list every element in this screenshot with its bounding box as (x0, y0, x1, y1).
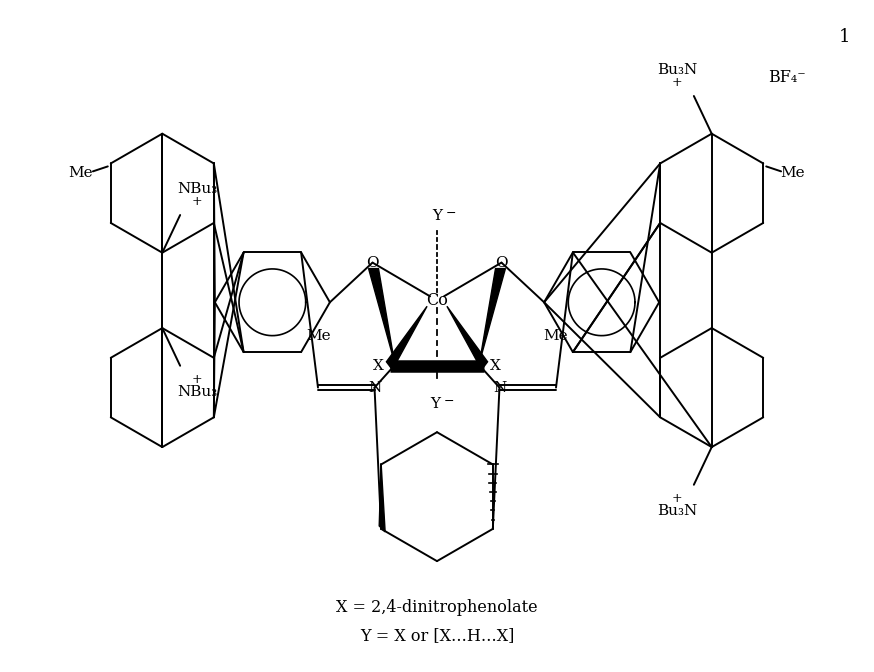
Text: +: + (672, 492, 683, 505)
Text: 1: 1 (839, 28, 850, 46)
Text: Y: Y (432, 209, 442, 223)
Text: Co: Co (426, 292, 448, 309)
Polygon shape (480, 269, 505, 362)
Polygon shape (369, 269, 394, 362)
Text: Me: Me (306, 329, 330, 343)
Text: Me: Me (780, 167, 805, 180)
Text: −: − (446, 206, 456, 220)
Polygon shape (379, 464, 385, 532)
Text: Me: Me (69, 167, 94, 180)
Polygon shape (386, 306, 427, 370)
Text: O: O (496, 255, 508, 269)
Text: NBu₃: NBu₃ (177, 384, 217, 398)
Text: +: + (191, 195, 202, 208)
Text: Bu₃N: Bu₃N (657, 63, 697, 77)
Text: Me: Me (544, 329, 568, 343)
Polygon shape (447, 306, 488, 370)
Text: O: O (366, 255, 378, 269)
Text: N: N (493, 380, 506, 394)
Text: X = 2,4-dinitrophenolate: X = 2,4-dinitrophenolate (336, 599, 538, 616)
Text: Y: Y (430, 397, 440, 411)
Text: −: − (444, 395, 454, 408)
Text: X: X (490, 359, 501, 373)
Text: +: + (672, 76, 683, 89)
Text: N: N (368, 380, 381, 394)
Text: +: + (191, 373, 202, 386)
Text: X: X (373, 359, 384, 373)
Text: Y = X or [X…H…X]: Y = X or [X…H…X] (360, 627, 514, 644)
Text: NBu₃: NBu₃ (177, 182, 217, 196)
Text: BF₄⁻: BF₄⁻ (768, 69, 806, 85)
Text: Bu₃N: Bu₃N (657, 503, 697, 517)
